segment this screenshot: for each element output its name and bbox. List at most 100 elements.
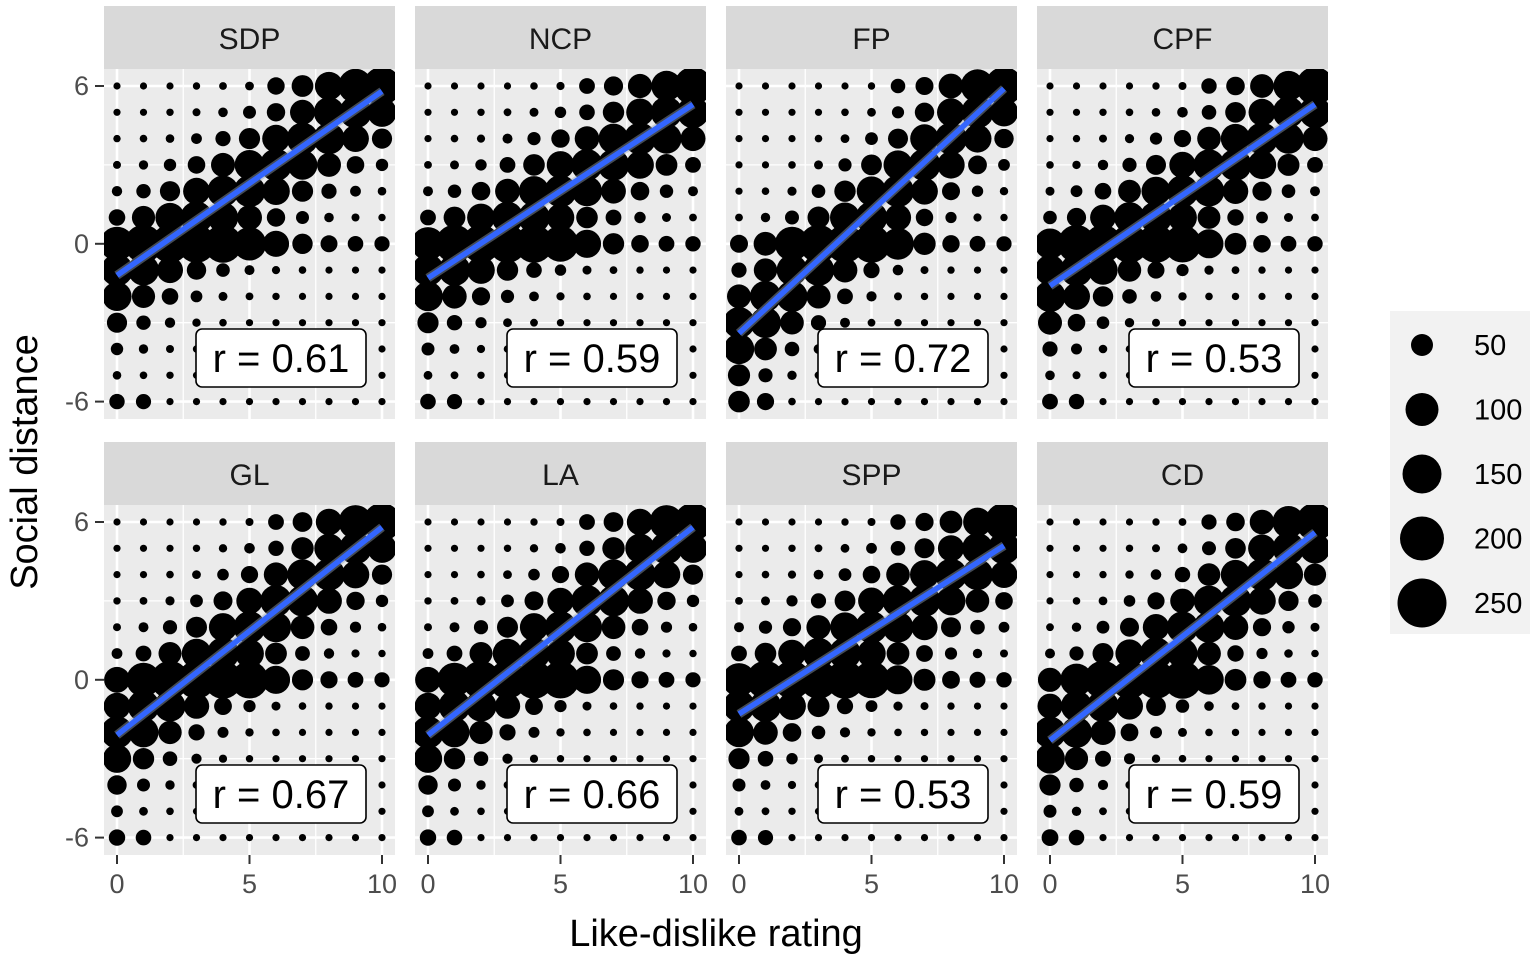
data-point — [689, 807, 697, 815]
data-point — [491, 201, 524, 234]
data-point — [530, 518, 538, 526]
data-point — [1099, 371, 1107, 379]
legend-key-circle — [1405, 393, 1439, 426]
data-point — [1197, 563, 1221, 586]
data-point — [1099, 398, 1107, 406]
data-point — [601, 178, 626, 204]
data-point — [367, 533, 395, 563]
data-point — [467, 203, 495, 232]
data-point — [826, 660, 864, 699]
data-point — [920, 834, 929, 842]
data-point — [1060, 663, 1093, 696]
data-point — [1225, 102, 1246, 123]
data-point — [787, 186, 797, 196]
data-point — [530, 318, 538, 327]
data-point — [583, 834, 591, 842]
x-axis: 0 5 10 — [420, 855, 708, 899]
data-point — [497, 616, 518, 638]
data-point — [268, 514, 284, 530]
data-point — [634, 648, 646, 659]
data-point — [159, 181, 181, 202]
data-point — [530, 82, 538, 90]
data-point — [1090, 204, 1116, 231]
x-tick-label: 5 — [864, 869, 879, 899]
data-point — [1273, 560, 1304, 590]
data-point — [1205, 292, 1213, 301]
data-point — [603, 76, 624, 96]
data-point — [839, 727, 851, 738]
data-point — [204, 224, 242, 263]
data-point — [529, 291, 539, 302]
data-point — [636, 755, 644, 763]
data-point — [219, 398, 227, 406]
data-point — [1284, 213, 1293, 222]
data-point — [218, 754, 228, 763]
data-point — [1225, 538, 1246, 559]
data-point — [761, 161, 770, 169]
legend-key-label: 250 — [1474, 588, 1522, 620]
data-point — [1226, 76, 1245, 96]
data-point — [298, 834, 307, 842]
data-point — [910, 560, 939, 590]
data-point — [761, 135, 770, 143]
data-point — [685, 672, 701, 688]
data-point — [882, 227, 914, 260]
data-point — [166, 398, 174, 406]
data-point — [1046, 571, 1054, 579]
data-point — [541, 661, 580, 699]
data-point — [972, 648, 983, 659]
data-point — [1311, 834, 1319, 842]
data-point — [1307, 672, 1323, 688]
data-point — [320, 618, 338, 636]
data-point — [371, 128, 393, 149]
data-point — [631, 235, 649, 253]
data-point — [424, 623, 432, 632]
data-point — [424, 597, 432, 605]
data-point — [689, 834, 697, 842]
data-point — [542, 225, 579, 262]
facet-strip — [726, 442, 1017, 505]
data-point — [807, 206, 830, 229]
data-point — [378, 702, 386, 710]
data-point — [166, 82, 174, 90]
data-point — [1000, 292, 1008, 300]
data-point — [477, 834, 485, 842]
data-point — [530, 398, 538, 406]
data-point — [730, 234, 748, 253]
data-point — [1122, 289, 1137, 304]
data-point — [1311, 807, 1319, 815]
data-point — [655, 154, 678, 176]
data-point — [938, 73, 964, 99]
data-point — [1147, 592, 1165, 610]
data-point — [292, 512, 313, 532]
data-point — [602, 101, 625, 124]
data-point — [1258, 728, 1266, 737]
x-tick-label: 5 — [1175, 869, 1190, 899]
data-point — [219, 518, 227, 526]
data-point — [377, 186, 387, 196]
panels: SDP r = 0.61 6 0 -6 NCP r = 0.59 FP r = 0.72 CPF r… — [65, 6, 1330, 899]
data-point — [915, 512, 934, 532]
x-tick-label: 0 — [731, 869, 746, 899]
data-point — [1120, 723, 1139, 742]
data-point — [947, 755, 955, 763]
data-point — [192, 518, 201, 526]
r-label-box — [817, 328, 989, 388]
fit-line — [737, 543, 1006, 717]
data-point — [1299, 96, 1328, 129]
data-point — [969, 235, 986, 252]
data-point — [208, 613, 238, 642]
data-point — [814, 754, 823, 764]
data-point — [351, 292, 360, 300]
data-point — [450, 597, 459, 605]
data-point — [192, 834, 201, 842]
x-axis: 0 5 10 — [731, 855, 1019, 899]
data-point — [272, 755, 280, 763]
data-point — [190, 290, 203, 303]
facet-strip — [415, 442, 706, 505]
facet-strip — [1037, 6, 1328, 69]
data-point — [1284, 398, 1293, 406]
data-point — [290, 99, 315, 125]
data-point — [1174, 566, 1191, 583]
